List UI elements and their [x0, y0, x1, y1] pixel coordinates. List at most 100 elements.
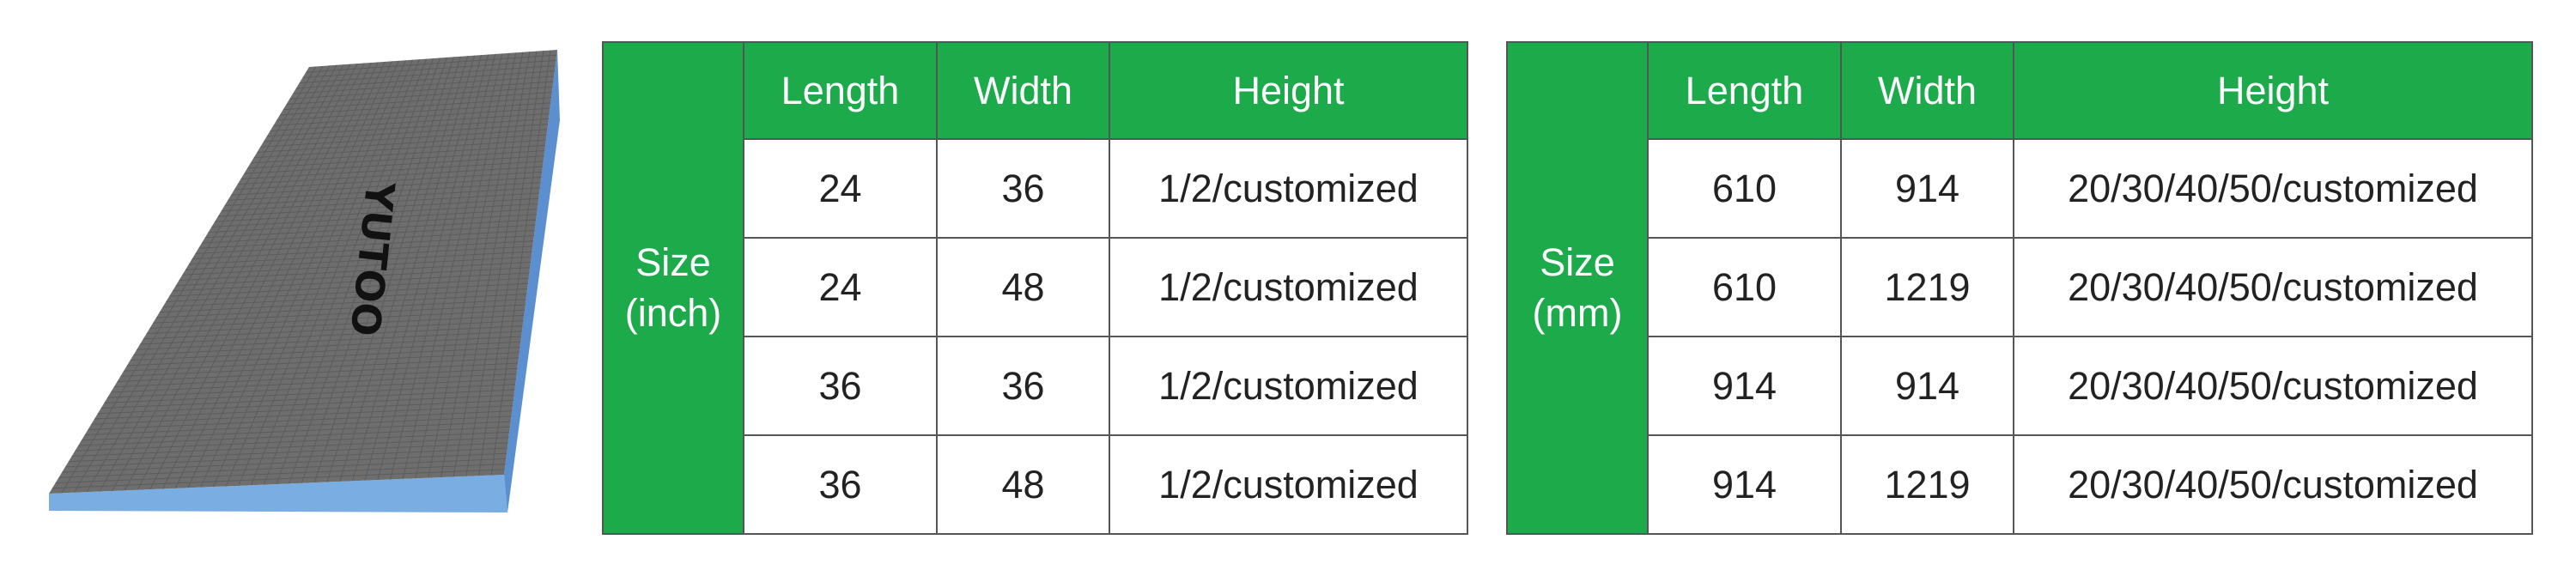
cell-length: 24	[743, 138, 938, 239]
grid-line	[124, 352, 519, 372]
table-header-row: Size (inch) Length Width Height	[602, 41, 1468, 535]
board-top-face	[49, 50, 557, 494]
grid-line	[120, 357, 519, 377]
cell-width: 914	[1840, 138, 2014, 239]
grid-line	[295, 70, 555, 89]
grid-line	[84, 415, 512, 436]
grid-line	[266, 118, 549, 137]
grid-line	[201, 224, 536, 244]
grid-line	[215, 203, 538, 222]
grid-line	[91, 405, 513, 425]
grid-line	[260, 129, 548, 148]
size-unit-cell: Size (inch)	[602, 41, 744, 535]
grid-line	[64, 447, 507, 468]
header-height: Height	[2013, 41, 2533, 140]
grid-line	[253, 139, 546, 159]
size-label: Size	[635, 240, 711, 284]
table-row: 914 914 20/30/40/50/customized	[1507, 336, 2533, 436]
size-table-mm: Size (mm) Length Width Height 610 914 20/3…	[1506, 41, 2533, 535]
table-row: 36 48 1/2/customized	[603, 434, 1468, 535]
cell-width: 1219	[1840, 434, 2014, 535]
table-row: 24 48 1/2/customized	[603, 237, 1468, 337]
board-front-edge	[49, 475, 507, 512]
grid-line	[166, 282, 528, 302]
cell-length: 610	[1647, 138, 1842, 239]
unit-label: (inch)	[624, 290, 722, 335]
grid-line	[71, 437, 509, 458]
grid-line	[100, 389, 515, 409]
table-row: 24 36 1/2/customized	[603, 138, 1468, 239]
header-length: Length	[1647, 41, 1842, 140]
grid-line	[149, 309, 526, 329]
grid-line	[191, 240, 534, 260]
grid-line	[146, 314, 525, 335]
cell-length: 24	[743, 237, 938, 337]
grid-line	[117, 362, 519, 383]
grid-line	[133, 336, 522, 355]
cell-width: 36	[936, 138, 1110, 239]
grid-line	[279, 97, 552, 116]
grid-line	[143, 320, 524, 340]
cell-height: 20/30/40/50/customized	[2013, 336, 2533, 436]
grid-line	[270, 112, 550, 132]
cell-width: 48	[936, 434, 1110, 535]
grid-line	[263, 124, 549, 142]
grid-line	[162, 288, 528, 308]
grid-line	[198, 229, 535, 249]
grid-line	[55, 464, 506, 484]
cell-length: 36	[743, 434, 938, 535]
grid-line	[273, 107, 550, 126]
grid-line	[88, 410, 513, 430]
grid-line	[78, 426, 510, 446]
grid-line	[293, 76, 555, 94]
grid-line	[175, 267, 531, 287]
grid-line	[231, 177, 542, 196]
size-unit-cell: Size (mm)	[1506, 41, 1649, 535]
grid-line	[130, 341, 521, 361]
size-label: Size	[1540, 240, 1615, 284]
grid-line	[188, 246, 533, 265]
grid-line	[113, 367, 518, 388]
grid-line	[224, 187, 540, 207]
header-width: Width	[1840, 41, 2014, 140]
table-header-row: Size (mm) Length Width Height	[1506, 41, 2533, 535]
cell-length: 610	[1647, 237, 1842, 337]
cell-width: 1219	[1840, 237, 2014, 337]
table-row: 610 1219 20/30/40/50/customized	[1507, 237, 2533, 337]
grid-line	[97, 394, 514, 415]
grid-line	[110, 373, 517, 393]
grid-line	[299, 65, 556, 84]
cell-height: 1/2/customized	[1109, 237, 1468, 337]
header-height: Height	[1109, 41, 1468, 140]
grid-line	[140, 325, 523, 345]
cell-width: 36	[936, 336, 1110, 436]
grid-line	[75, 432, 510, 452]
grid-line	[217, 197, 539, 217]
grid-line	[211, 209, 538, 227]
table-row: 36 36 1/2/customized	[603, 336, 1468, 436]
cell-height: 20/30/40/50/customized	[2013, 138, 2533, 239]
grid-line	[169, 277, 529, 297]
grid-line	[240, 161, 544, 179]
grid-line	[68, 442, 508, 463]
grid-line	[126, 347, 520, 367]
header-width: Width	[936, 41, 1110, 140]
grid-line	[52, 469, 505, 489]
grid-line	[257, 134, 547, 153]
grid-line	[94, 399, 513, 420]
table-row: 914 1219 20/30/40/50/customized	[1507, 434, 2533, 535]
grid-line	[228, 182, 541, 201]
grid-line	[107, 379, 516, 398]
cell-height: 1/2/customized	[1109, 434, 1468, 535]
grid-line	[247, 150, 545, 169]
grid-line	[195, 235, 534, 254]
grid-line	[283, 92, 552, 111]
grid-line	[306, 54, 557, 73]
grid-line	[221, 192, 540, 212]
grid-line	[208, 214, 538, 233]
grid-line	[244, 155, 544, 174]
cell-height: 20/30/40/50/customized	[2013, 434, 2533, 535]
cell-width: 914	[1840, 336, 2014, 436]
cell-length: 36	[743, 336, 938, 436]
grid-line	[104, 384, 516, 403]
